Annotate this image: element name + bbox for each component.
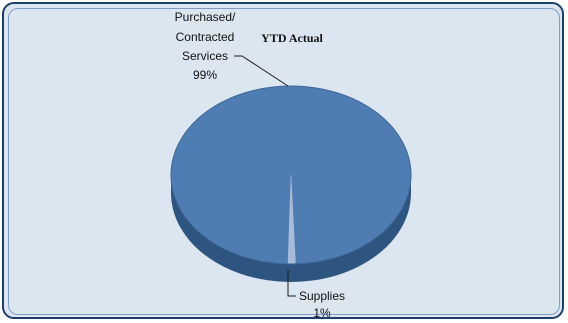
leader-line-supplies xyxy=(287,270,296,297)
pie-side-wall xyxy=(171,175,411,282)
slice-label-line-3: Services xyxy=(182,49,228,63)
slice-percent-label-supplies: 1% xyxy=(313,306,331,320)
pie-top-rim xyxy=(170,85,412,265)
leader-line-main xyxy=(234,55,289,87)
slice-label-supplies: Supplies xyxy=(299,289,345,303)
slice-label-line-1: Purchased/ xyxy=(175,10,236,24)
pie-3d xyxy=(170,85,412,282)
slice-label-line-2: Contracted xyxy=(176,30,235,44)
chart-title: YTD Actual xyxy=(261,31,323,45)
slice-percent-label: 99% xyxy=(193,68,217,82)
